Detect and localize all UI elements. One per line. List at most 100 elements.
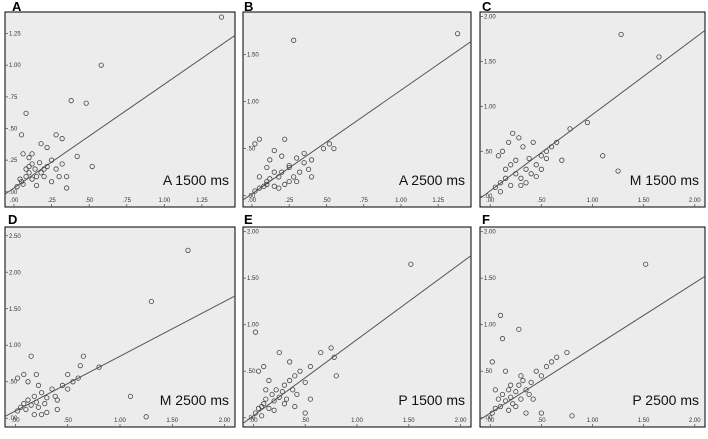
data-point [41,174,47,180]
fit-line [480,275,705,420]
data-point [328,345,334,351]
panel-letter: B [244,0,253,14]
data-point [567,126,573,132]
data-point [283,396,290,402]
data-point [264,181,270,187]
data-point [286,164,292,171]
data-point [26,170,32,176]
data-point [499,391,506,398]
data-point [513,389,519,395]
data-point [282,136,288,142]
panel-a: .00 .25 .50 .75 1.00 1.25 .00 .25 .50 .75 1.00 1.25… [4,0,236,208]
data-point [454,31,461,37]
data-point [492,184,498,190]
panel-e: .00.501.001.502.00.00.50 1.00 1.50 2.00P 15… [242,212,472,428]
data-point [516,135,522,141]
data-point [267,157,273,163]
y-tick-label: 2.00 [484,14,496,20]
data-point [516,326,522,332]
y-tick-label: 2.00 [484,230,496,236]
panel-title: A 2500 ms [399,172,465,188]
data-point [68,98,74,104]
data-point [518,175,524,181]
x-tick-label: 1.50 [166,418,178,424]
data-point [282,181,288,187]
data-point [506,407,512,413]
x-tick-label: .50 [537,418,546,424]
y-tick-label: 1.50 [9,307,21,313]
data-point [83,100,89,106]
y-tick-label: .00 [9,190,18,196]
data-point [54,406,60,413]
data-point [36,160,43,166]
y-tick-label: 1.00 [484,104,496,110]
data-point [255,368,262,374]
data-point [526,391,532,398]
data-point [54,397,60,403]
data-point [301,160,307,166]
data-point [518,396,524,402]
data-point [326,141,333,147]
data-point [252,410,259,416]
data-point [276,394,282,400]
data-point [292,403,298,410]
data-point [21,371,27,378]
panel-title: A 1500 ms [163,172,229,188]
data-point [497,403,504,410]
data-point [554,354,560,360]
data-point [408,261,414,267]
y-tick-label: .75 [9,95,18,101]
data-point [59,136,65,142]
panel-label-box [153,389,233,411]
panel-f: .00.501.001.502.00.00.50 1.00 1.50 2.00P 25… [479,212,706,428]
data-point [14,408,21,414]
y-tick-label: 1.00 [9,63,21,69]
data-point [31,411,37,418]
x-tick-label: .50 [64,418,73,424]
data-point [44,163,50,170]
x-tick-label: 2.00 [689,418,701,424]
data-point [513,157,519,163]
data-point [559,157,565,163]
data-point [29,161,35,167]
data-point [266,405,272,411]
data-point [533,162,539,168]
panel-label-box [153,169,233,191]
data-point [523,180,529,186]
data-point [518,182,524,189]
data-point [267,176,273,182]
data-point [291,37,297,43]
data-point [513,171,519,177]
data-point [543,363,550,370]
y-tick-label: .50 [9,126,18,132]
data-point [42,401,48,407]
data-point [96,364,102,370]
data-point [538,153,544,159]
y-tick-label: 1.50 [484,276,496,282]
data-point [543,148,550,154]
x-tick-label: .00 [486,418,495,424]
data-point [33,182,40,189]
data-point [49,157,55,163]
data-point [548,144,555,150]
panel-d: .00.501.001.502.002.50.00.50 1.00 1.50 2.00… [4,212,236,428]
x-tick-label: 1.00 [395,198,407,204]
data-point [41,166,47,172]
data-point [276,174,282,180]
y-tick-label: .25 [9,158,18,164]
x-tick-label: 1.00 [114,418,126,424]
data-point [495,396,502,402]
panel-title: M 2500 ms [160,392,229,408]
panel-b: .00 .50 1.00 1.50 .00 .25 .50 .75 1.00 1.25 A 2500… [242,0,472,208]
x-tick-label: 1.25 [196,198,208,204]
data-point [528,379,534,385]
x-tick-label: .75 [123,198,132,204]
data-point [301,150,307,156]
data-point [508,394,514,400]
data-point [33,399,39,405]
data-point [526,155,532,162]
panel-label-box [389,169,469,191]
data-point [26,155,32,161]
data-point [510,401,516,407]
